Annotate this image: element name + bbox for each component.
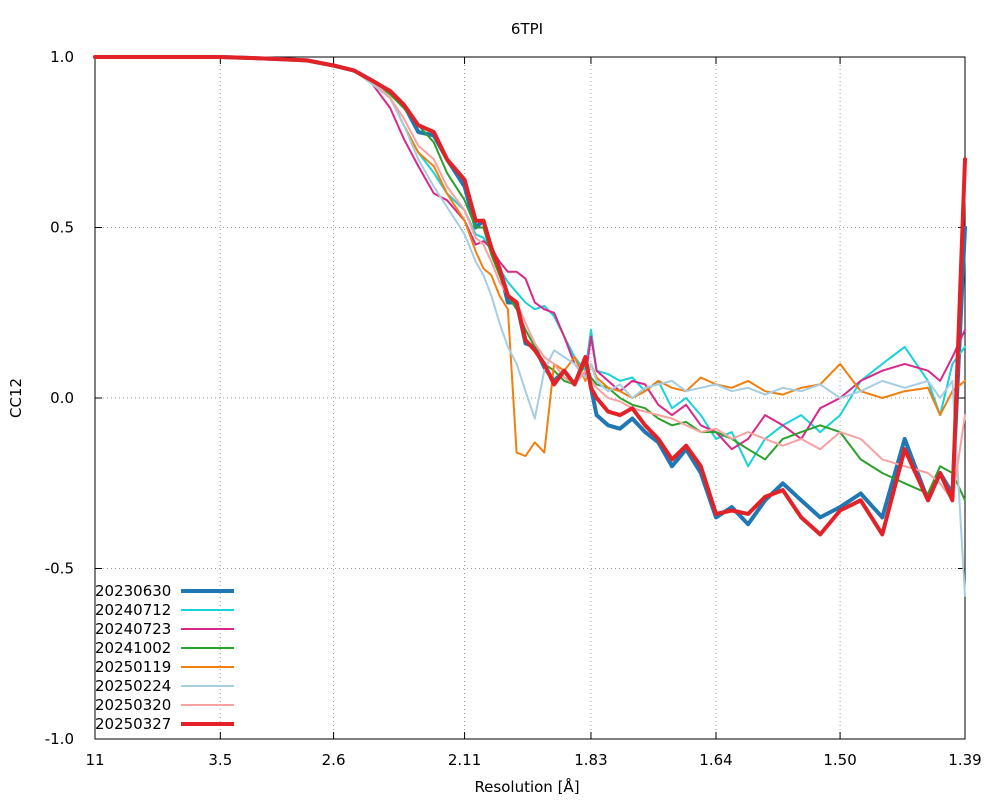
chart-title: 6TPI (511, 20, 543, 38)
series-line-20250320 (94, 56, 966, 502)
y-tick-label: 0.5 (50, 219, 74, 237)
legend-item: 20250224 (95, 677, 234, 695)
legend: 2023063020240712202407232024100220250119… (95, 582, 234, 733)
y-tick-label: -0.5 (45, 560, 74, 578)
legend-label: 20240712 (95, 601, 171, 619)
x-tick-label: 1.83 (574, 751, 607, 769)
legend-item: 20240712 (95, 601, 234, 619)
legend-item: 20250119 (95, 658, 234, 676)
x-tick-label: 1.39 (948, 751, 981, 769)
grid-lines (95, 57, 965, 739)
series-line-20241002 (94, 56, 966, 502)
legend-item: 20250320 (95, 696, 234, 714)
x-axis-ticks: 11 3.5 2.6 2.11 1.83 1.64 1.50 1.39 (85, 57, 982, 769)
legend-label: 20250327 (95, 715, 171, 733)
legend-item: 20250327 (95, 715, 234, 733)
x-tick-label: 3.5 (208, 751, 232, 769)
y-axis-label: CC12 (7, 378, 25, 418)
legend-item: 20230630 (95, 582, 234, 600)
series-line-20250119 (94, 56, 966, 457)
y-tick-label: 0.0 (50, 389, 74, 407)
legend-label: 20241002 (95, 639, 171, 657)
x-tick-label: 11 (85, 751, 104, 769)
series-line-20250327 (93, 55, 967, 537)
x-tick-label: 2.6 (322, 751, 346, 769)
series-line-20250224 (94, 56, 966, 597)
legend-label: 20230630 (95, 582, 171, 600)
legend-item: 20240723 (95, 620, 234, 638)
series-layer (93, 55, 967, 597)
legend-label: 20250224 (95, 677, 171, 695)
legend-label: 20250320 (95, 696, 171, 714)
y-tick-label: -1.0 (45, 730, 74, 748)
legend-item: 20241002 (95, 639, 234, 657)
x-tick-label: 1.50 (823, 751, 856, 769)
y-tick-label: 1.0 (50, 48, 74, 66)
x-tick-label: 1.64 (699, 751, 732, 769)
legend-label: 20240723 (95, 620, 171, 638)
plot-frame (94, 56, 966, 740)
x-tick-label: 2.11 (448, 751, 481, 769)
series-line-20240723 (94, 56, 966, 451)
x-axis-label: Resolution [Å] (474, 777, 579, 796)
y-axis-ticks: -1.0 -0.5 0.0 0.5 1.0 (45, 48, 965, 748)
legend-label: 20250119 (95, 658, 171, 676)
